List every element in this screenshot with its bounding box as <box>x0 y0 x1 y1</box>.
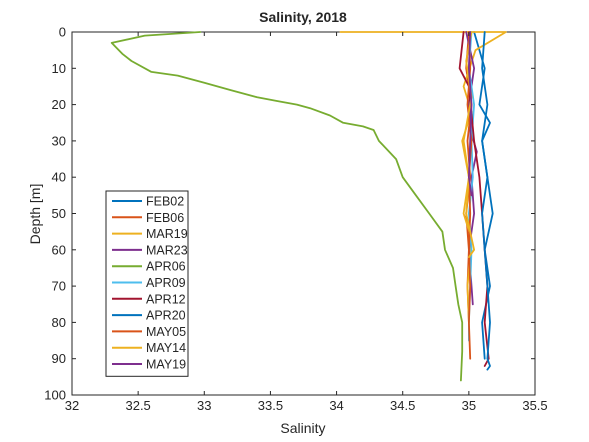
y-axis-label: Depth [m] <box>27 184 43 245</box>
x-tick-label: 35.5 <box>522 398 547 413</box>
x-tick-label: 33.5 <box>258 398 283 413</box>
y-tick-label: 60 <box>52 242 66 257</box>
x-axis: 32 32.5 33 33.5 34 34.5 35 35.5 <box>65 32 548 413</box>
series-line-may05 <box>466 31 473 360</box>
series-line-may19 <box>467 31 473 197</box>
series-layer <box>110 31 507 382</box>
legend-label: FEB02 <box>146 195 184 209</box>
y-tick-label: 50 <box>52 206 66 221</box>
x-axis-label: Salinity <box>280 420 325 436</box>
legend-label: MAR19 <box>146 227 188 241</box>
legend-label: MAY14 <box>146 341 186 355</box>
y-tick-label: 10 <box>52 61 66 76</box>
y-axis: 0 10 20 30 40 50 60 70 80 90 100 <box>44 25 535 403</box>
series-line-may14 <box>462 31 476 259</box>
legend-label: APR09 <box>146 276 186 290</box>
y-tick-label: 100 <box>44 388 66 403</box>
series-line-apr06 <box>110 31 464 382</box>
x-tick-label: 32.5 <box>125 398 150 413</box>
y-tick-label: 90 <box>52 351 66 366</box>
legend: FEB02 FEB06 MAR19 MAR23 APR06 APR09 APR12 APR20… <box>105 190 189 377</box>
y-tick-label: 80 <box>52 315 66 330</box>
x-tick-label: 34.5 <box>390 398 415 413</box>
chart-title: Salinity, 2018 <box>259 9 347 25</box>
y-tick-label: 20 <box>52 97 66 112</box>
x-tick-label: 32 <box>65 398 79 413</box>
series-line-apr20 <box>481 31 491 371</box>
y-tick-label: 0 <box>59 25 66 40</box>
x-tick-label: 34 <box>329 398 343 413</box>
legend-label: APR06 <box>146 260 186 274</box>
legend-box <box>105 190 189 377</box>
y-tick-label: 40 <box>52 170 66 185</box>
legend-label: FEB06 <box>146 211 184 225</box>
x-tick-label: 33 <box>197 398 211 413</box>
legend-label: MAY05 <box>146 325 186 339</box>
y-tick-label: 70 <box>52 279 66 294</box>
legend-label: APR12 <box>146 292 186 306</box>
y-tick-label: 30 <box>52 133 66 148</box>
legend-label: APR20 <box>146 309 186 323</box>
x-tick-label: 35 <box>462 398 476 413</box>
legend-label: MAR23 <box>146 243 188 257</box>
legend-label: MAY19 <box>146 358 186 372</box>
